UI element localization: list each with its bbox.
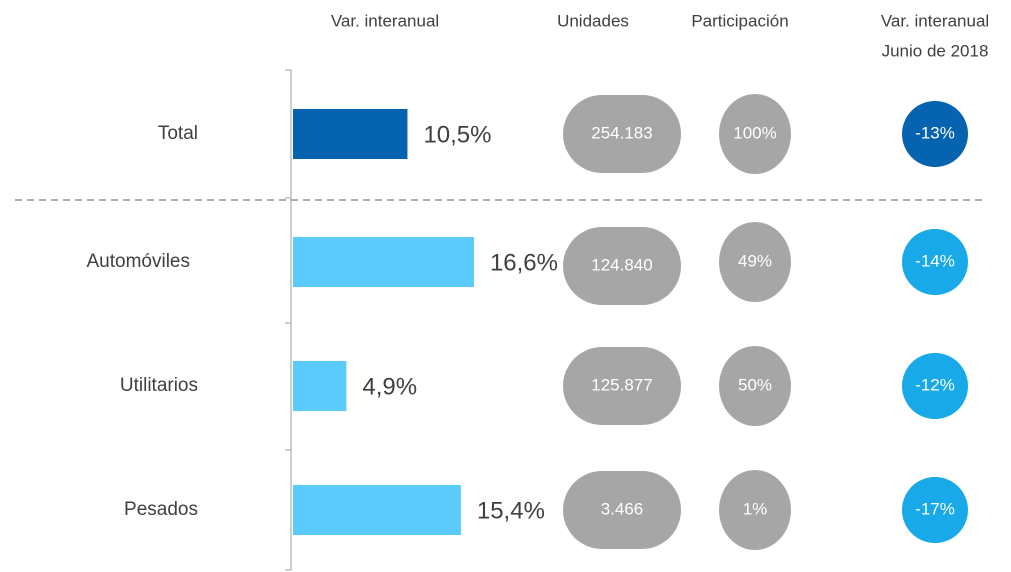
unit-pill [563, 95, 681, 173]
cell-value: 1% [743, 499, 768, 518]
column-header: Junio de 2018 [882, 41, 989, 60]
cell-value: 50% [738, 375, 772, 394]
value-label: 15,4% [477, 497, 545, 524]
cell-value: 100% [733, 123, 776, 142]
cell-value: -13% [915, 123, 955, 142]
cell-value: 124.840 [591, 255, 652, 274]
share-circle [719, 222, 791, 302]
var-circle [902, 101, 968, 167]
value-label: 16,6% [490, 249, 558, 276]
unit-pill [563, 227, 681, 305]
cell-value: -14% [915, 251, 955, 270]
bar [293, 361, 347, 411]
value-label: 4,9% [362, 373, 417, 400]
column-header: Var. interanual [331, 11, 439, 30]
unit-pill [563, 347, 681, 425]
cell-value: 49% [738, 251, 772, 270]
bar [293, 237, 474, 287]
bar [293, 485, 461, 535]
category-label: Total [158, 123, 198, 144]
cell-value: 3.466 [601, 499, 644, 518]
bar [293, 109, 408, 159]
value-label: 10,5% [423, 121, 491, 148]
var-circle [902, 477, 968, 543]
var-circle [902, 229, 968, 295]
cell-value: -12% [915, 375, 955, 394]
category-label: Utilitarios [120, 375, 198, 396]
category-label: Pesados [124, 499, 198, 520]
column-header: Var. interanual [881, 11, 989, 30]
cell-value: -17% [915, 499, 955, 518]
cell-value: 254.183 [591, 123, 652, 142]
share-circle [719, 346, 791, 426]
cell-value: 125.877 [591, 375, 652, 394]
unit-pill [563, 471, 681, 549]
axis-ticks [285, 69, 291, 571]
column-header: Participación [691, 11, 788, 30]
share-circle [719, 94, 791, 174]
share-circle [719, 470, 791, 550]
category-label: Automóviles [87, 251, 191, 272]
column-header: Unidades [557, 11, 629, 30]
var-circle [902, 353, 968, 419]
